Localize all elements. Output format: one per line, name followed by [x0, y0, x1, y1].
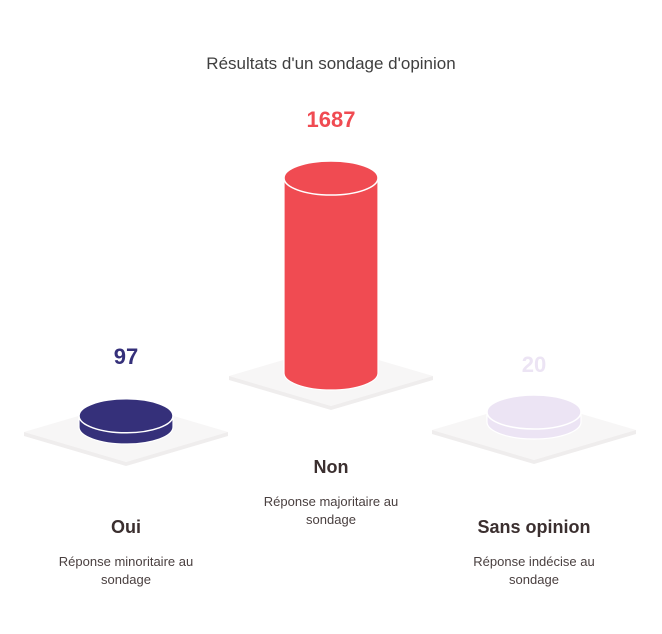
value-label-1: 1687: [307, 107, 356, 132]
description-label-2-0: Réponse indécise au: [473, 554, 594, 569]
bar-1: [283, 177, 379, 391]
description-label-1-1: sondage: [306, 512, 356, 527]
bar-top-2: [486, 394, 582, 430]
bar-top-1: [283, 160, 379, 196]
value-label-2: 20: [522, 352, 546, 377]
description-label-0-1: sondage: [101, 572, 151, 587]
bar-group-2: 20 Sans opinion Réponse indécise au sondage: [432, 352, 636, 587]
description-label-0-0: Réponse minoritaire au: [59, 554, 193, 569]
bar-top-0: [78, 398, 174, 434]
bars-layer: 97 Oui Réponse minoritaire au sondage 1687 No…: [24, 107, 636, 587]
bar-group-1: 1687 Non Réponse majoritaire au sondage: [229, 107, 433, 527]
category-label-0: Oui: [111, 517, 141, 537]
description-label-2-1: sondage: [509, 572, 559, 587]
description-label-1-0: Réponse majoritaire au: [264, 494, 398, 509]
chart-title: Résultats d'un sondage d'opinion: [206, 54, 455, 73]
bar-group-0: 97 Oui Réponse minoritaire au sondage: [24, 344, 228, 587]
category-label-2: Sans opinion: [477, 517, 590, 537]
value-label-0: 97: [114, 344, 138, 369]
category-label-1: Non: [314, 457, 349, 477]
